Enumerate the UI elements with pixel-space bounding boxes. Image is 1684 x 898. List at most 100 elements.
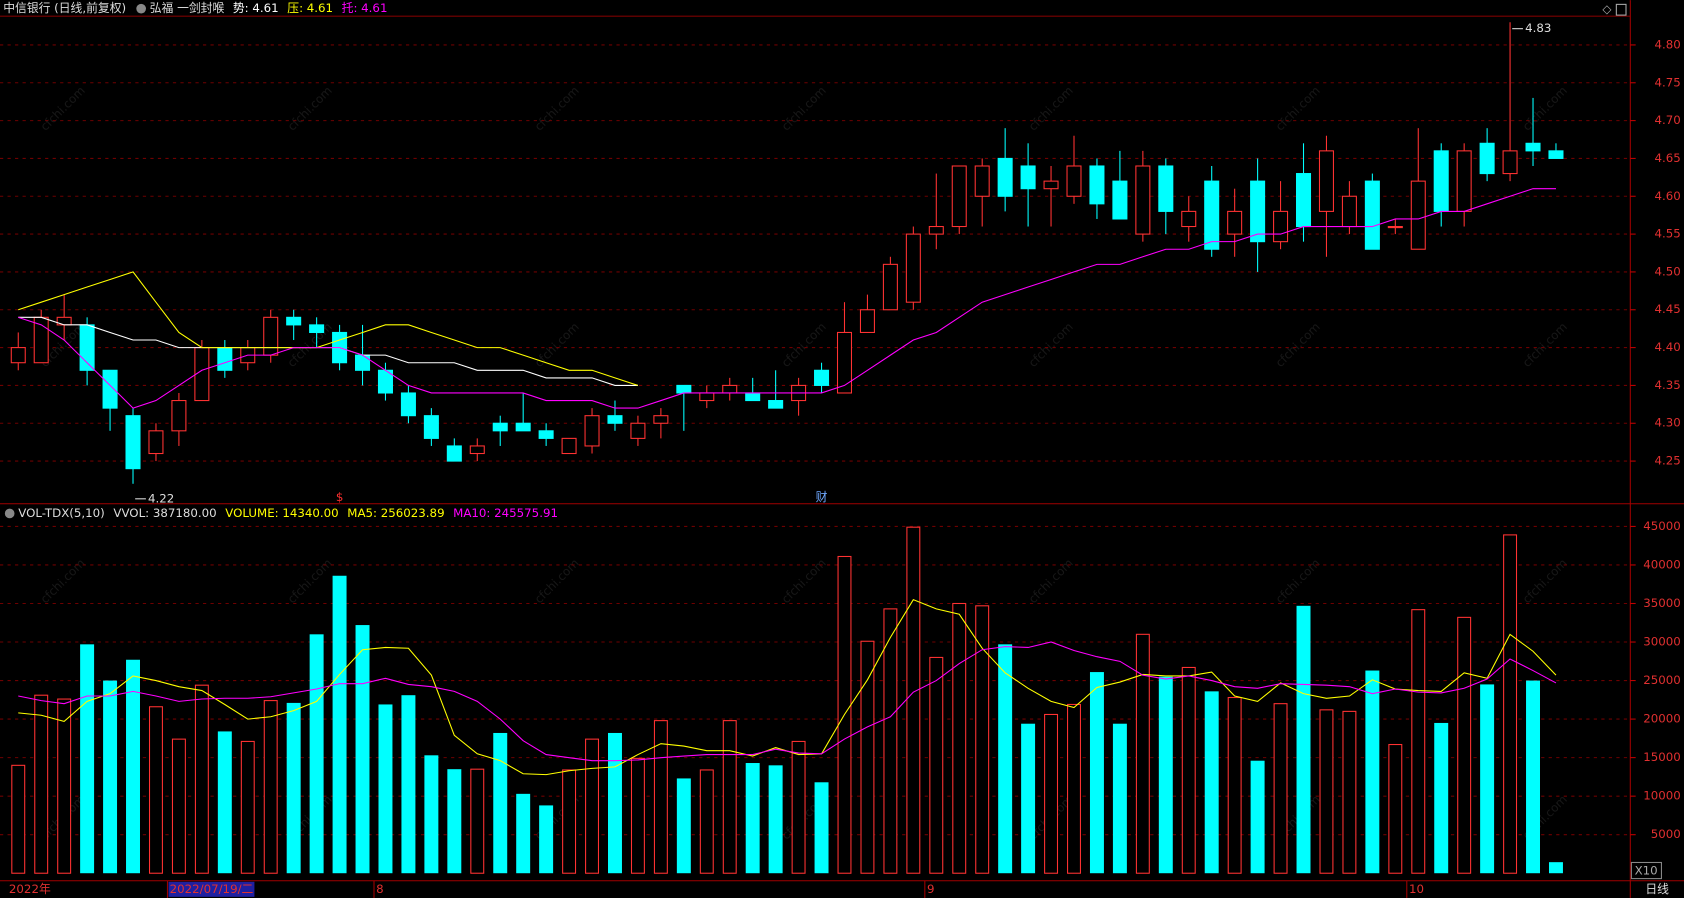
icon[interactable]: [1615, 3, 1627, 16]
candle-body: [1181, 210, 1197, 228]
volume-bar: [57, 698, 72, 874]
icon[interactable]: [4, 508, 15, 519]
volume-bar: [80, 644, 95, 874]
candle-body: [125, 415, 141, 470]
volume-bar: [1388, 743, 1403, 874]
event-label: $: [336, 490, 344, 504]
candle-body: [722, 384, 738, 394]
volume-bar: [883, 608, 898, 874]
candle-body: [1089, 165, 1105, 205]
y-tick-label: 4.75: [1654, 75, 1680, 89]
y-tick-label: 4.25: [1654, 454, 1680, 468]
volume-bar: [1411, 609, 1426, 874]
volume-bar: [355, 625, 370, 874]
candle-body: [882, 263, 898, 311]
volume-bar: [194, 684, 209, 874]
volume-bar: [1135, 633, 1150, 874]
candle-body: [584, 415, 600, 447]
candle-body: [1020, 165, 1036, 190]
candle-body: [1410, 180, 1426, 250]
icon[interactable]: [136, 3, 146, 14]
x-tick-label: 2022/07/19/二: [170, 882, 254, 896]
x-tick-label: 8: [376, 882, 384, 896]
y-tick-label: 30000: [1643, 635, 1681, 649]
candle-body: [745, 392, 761, 402]
volume-bar: [1181, 666, 1196, 874]
y-tick-label: 25000: [1643, 673, 1681, 687]
candle-body: [997, 157, 1013, 197]
y-tick-label: 4.55: [1654, 227, 1680, 241]
candle-body: [286, 316, 302, 326]
y-tick-label: 4.45: [1654, 302, 1680, 316]
candle-body: [699, 392, 715, 402]
volume-bar: [1457, 616, 1472, 874]
volume-bar: [1204, 691, 1219, 874]
icon[interactable]: ◇: [1602, 2, 1612, 16]
candle-body: [905, 233, 921, 303]
candle-body: [561, 437, 577, 455]
candle-body: [400, 392, 416, 417]
y-tick-label: 45000: [1643, 519, 1681, 533]
candle-body: [1318, 150, 1334, 212]
candle-body: [469, 445, 485, 455]
candle-body: [928, 225, 944, 235]
volume-header-item: VOL-TDX(5,10): [18, 506, 105, 520]
volume-bar: [447, 769, 462, 874]
candle-body: [33, 316, 49, 364]
candle-body: [1456, 150, 1472, 212]
candle-body: [148, 430, 164, 455]
volume-bar: [608, 732, 622, 874]
candle-body: [1433, 150, 1449, 212]
indicator-line: [18, 271, 639, 386]
volume-bar: [401, 695, 416, 874]
candle-body: [1204, 180, 1220, 250]
candle-body: [1273, 210, 1289, 243]
volume-bar: [791, 740, 806, 874]
volume-bar: [1067, 703, 1081, 874]
candle-body: [10, 347, 26, 364]
y-tick-label: 4.70: [1654, 113, 1680, 127]
volume-bar: [126, 659, 140, 874]
candle-body: [171, 400, 187, 432]
volume-bar: [1250, 760, 1265, 874]
candle-body: [607, 415, 623, 424]
y-tick-label: 4.30: [1654, 416, 1680, 430]
y-tick-label: 10000: [1643, 789, 1681, 803]
volume-header-item: VOLUME: 14340.00: [225, 506, 338, 520]
candle-body: [1227, 210, 1243, 235]
volume-bar: [286, 702, 301, 874]
volume-bar: [1227, 696, 1242, 874]
volume-bar: [1342, 710, 1357, 874]
volume-bar: [1296, 605, 1311, 874]
candle-body: [1341, 195, 1357, 228]
x-tick-label: 2022年: [9, 882, 51, 896]
y-tick-label: 4.60: [1654, 189, 1680, 203]
volume-bar: [1273, 703, 1288, 874]
candle-body: [768, 400, 784, 409]
date-highlight: [168, 881, 255, 897]
candle-body: [1364, 180, 1380, 250]
volume-bar: [653, 720, 668, 874]
volume-bar: [699, 769, 714, 874]
volume-bar: [1021, 723, 1036, 874]
y-tick-label: 20000: [1643, 712, 1681, 726]
candle-body: [1479, 142, 1495, 175]
volume-bar: [768, 765, 783, 874]
candle-body: [1135, 165, 1151, 235]
header-item: 势: 4.61: [233, 1, 279, 15]
x-tick-label: 10: [1409, 882, 1424, 896]
volume-bar: [975, 605, 990, 874]
candle-body: [446, 445, 462, 462]
volume-bar: [1480, 684, 1495, 874]
volume-header: VOL-TDX(5,10) VVOL: 387180.00 VOLUME: 1434…: [4, 506, 558, 520]
volume-bar: [493, 732, 508, 874]
candle-body: [515, 422, 531, 432]
volume-bar: [562, 769, 577, 874]
y-tick-label: 4.50: [1654, 264, 1680, 278]
volume-header-item: VVOL: 387180.00: [113, 506, 216, 520]
volume-bar: [814, 782, 829, 874]
volume-bar: [148, 706, 163, 874]
volume-bar: [240, 740, 255, 874]
volume-bar: [1365, 670, 1380, 874]
